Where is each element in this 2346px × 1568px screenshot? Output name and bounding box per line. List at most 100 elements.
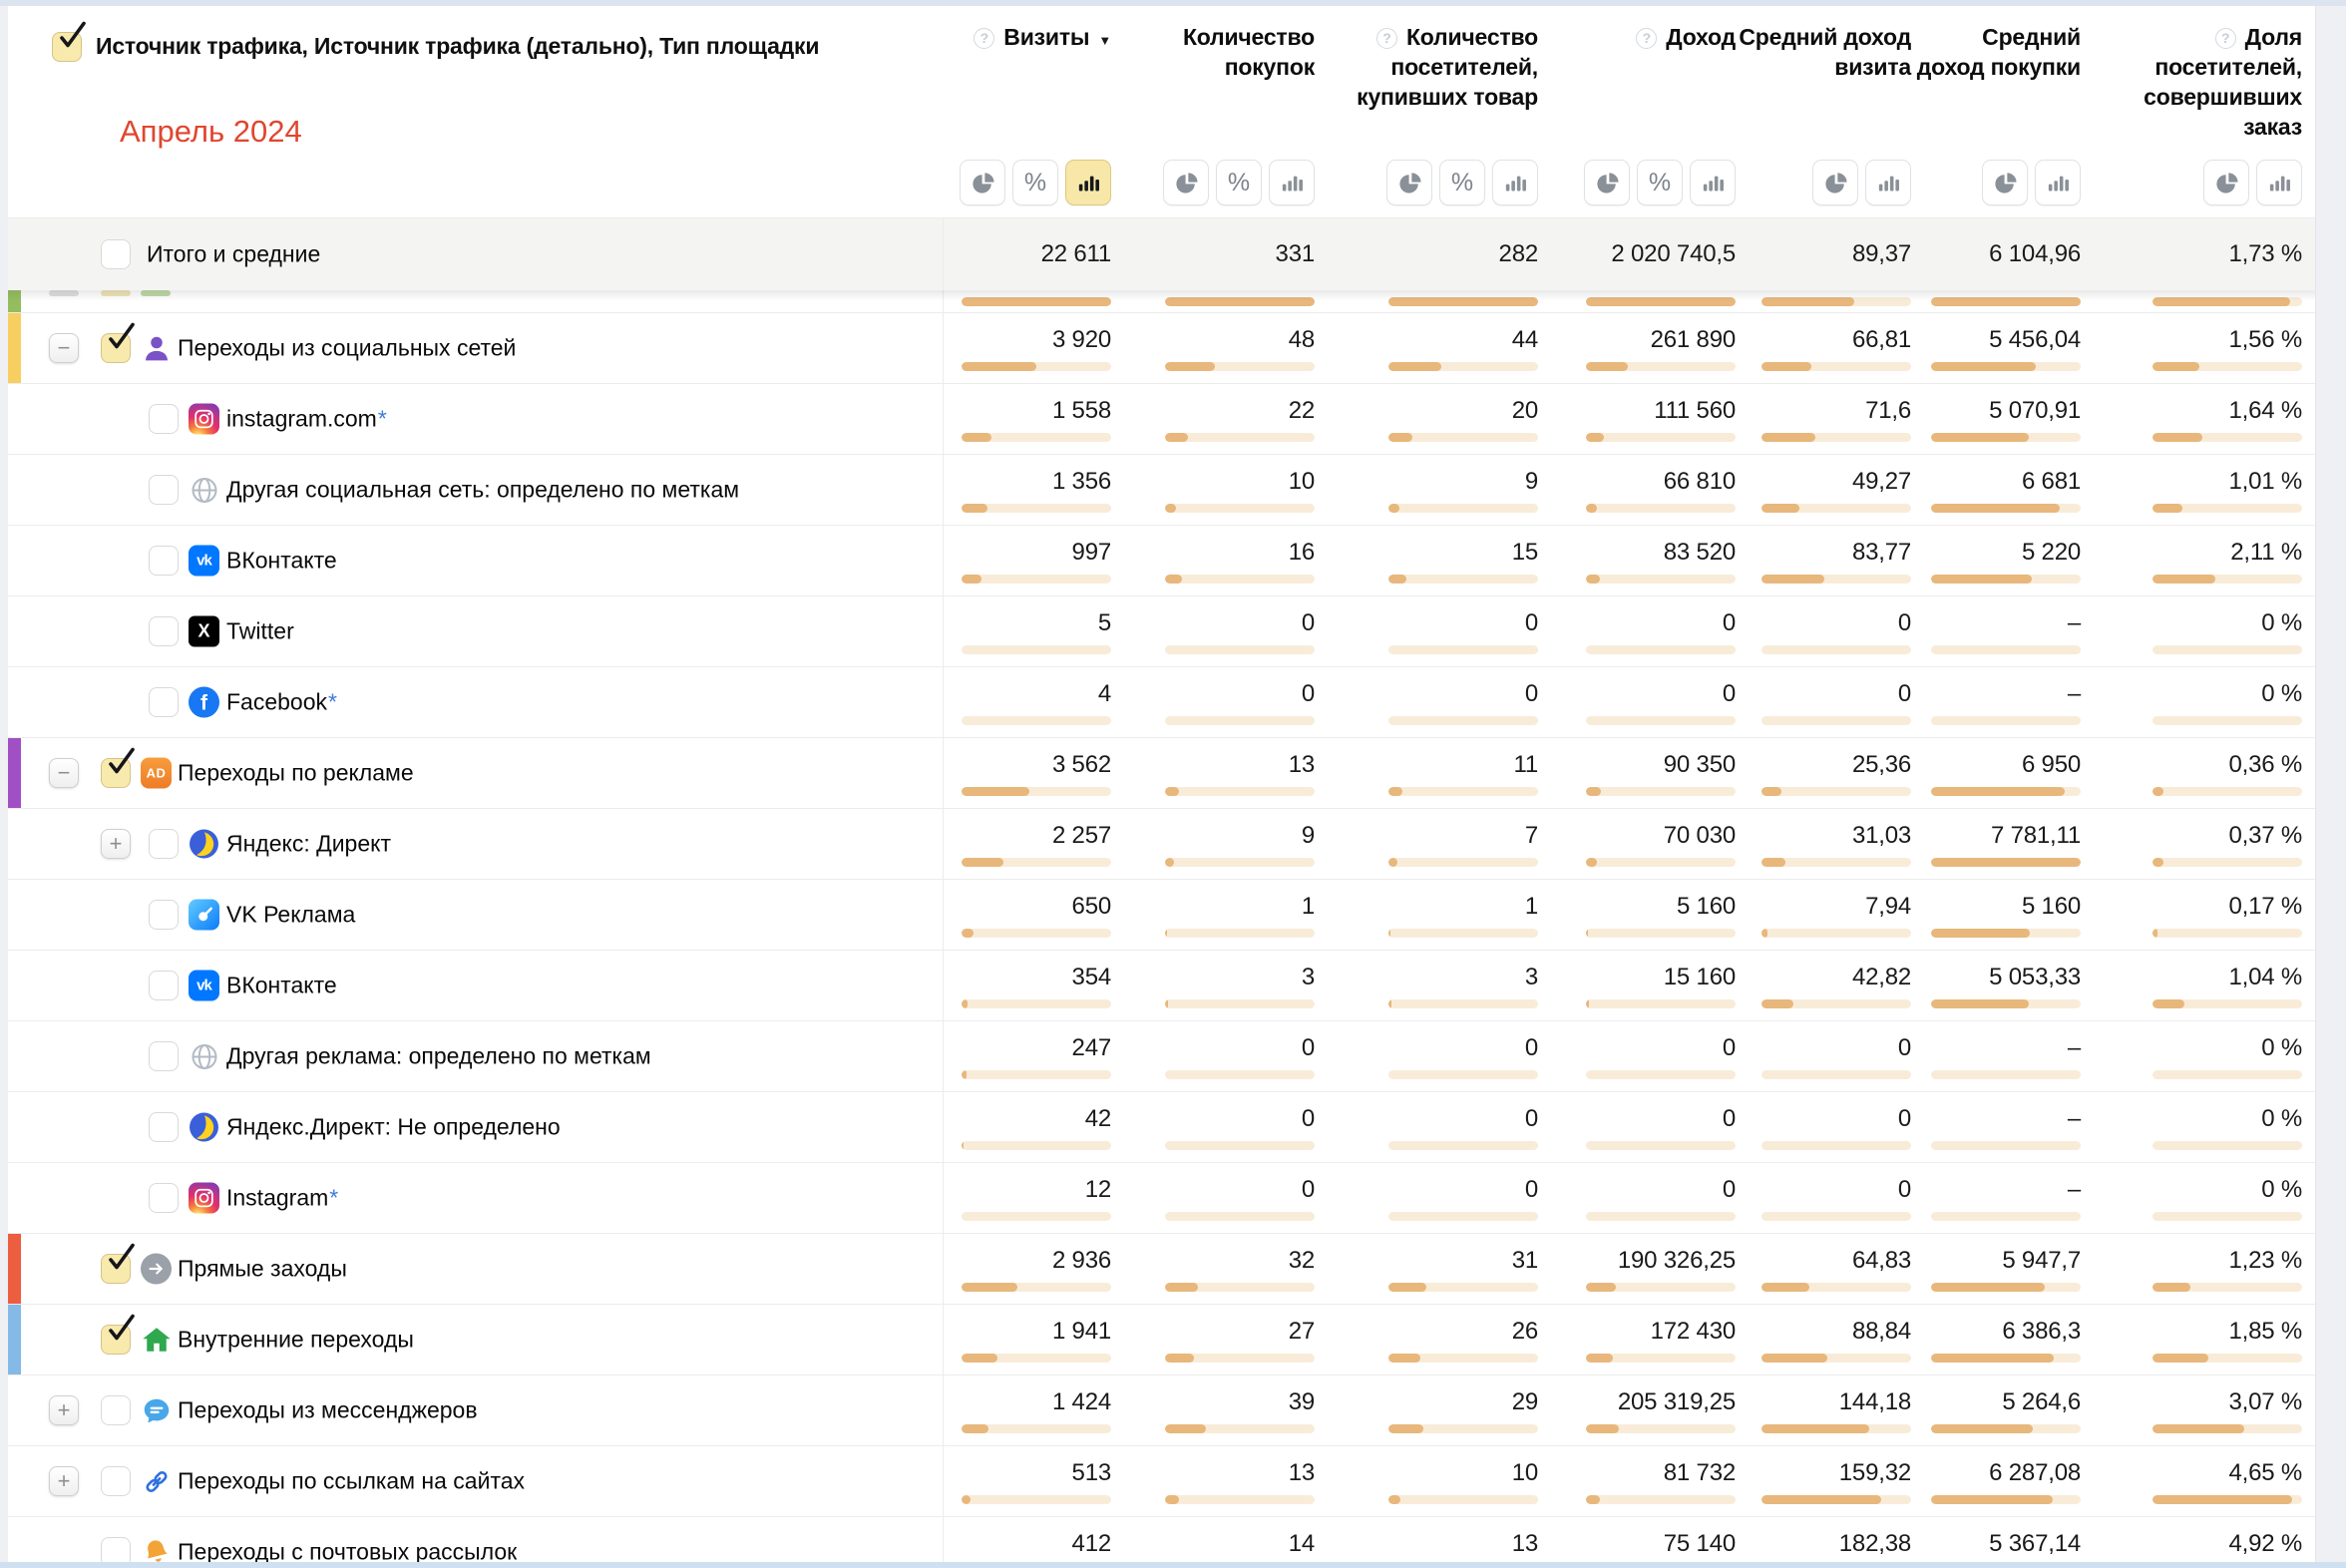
metric-value: –	[2067, 680, 2081, 707]
bars-view-button[interactable]	[2256, 160, 2302, 205]
bars-view-button[interactable]	[1065, 160, 1111, 205]
row-checkbox[interactable]	[149, 616, 179, 646]
row-checkbox[interactable]	[101, 747, 135, 788]
checkmark-icon	[109, 747, 135, 774]
metric-bar	[1586, 1070, 1736, 1079]
metric-bar	[1586, 433, 1736, 442]
bars-view-button[interactable]	[1269, 160, 1315, 205]
group-color-stripe	[8, 313, 21, 383]
row-label-area: + Переходы из мессенджеров	[8, 1375, 944, 1445]
column-title[interactable]: Доход	[1666, 24, 1736, 50]
bars-view-button[interactable]	[1690, 160, 1736, 205]
expand-button[interactable]: +	[49, 1395, 79, 1425]
help-icon[interactable]: ?	[1636, 27, 1658, 49]
row-checkbox[interactable]	[149, 829, 179, 859]
percent-view-button[interactable]: %	[1216, 160, 1262, 205]
column-title[interactable]: Средний доход покупки	[1916, 24, 2081, 80]
column-header-2: Количество покупок%	[1111, 6, 1315, 217]
percent-view-button[interactable]: %	[1012, 160, 1058, 205]
metric-bar	[1761, 858, 1911, 867]
table-row-yandex-direct-undefined: Яндекс.Директ: Не определено 42 0 0 0 0 – 0 %	[8, 1092, 2315, 1163]
metric-bar	[2152, 504, 2302, 513]
expand-button[interactable]: +	[49, 1466, 79, 1496]
column-title[interactable]: Доля посетителей, совершивших заказ	[2144, 24, 2302, 140]
collapse-button[interactable]: −	[49, 758, 79, 788]
metric-bar	[962, 1283, 1111, 1292]
row-checkbox[interactable]	[101, 322, 135, 363]
row-checkbox[interactable]	[149, 1112, 179, 1142]
metric-value: 2 257	[1051, 822, 1111, 849]
metric-bar-fill	[1931, 929, 2030, 938]
metric-cell: 5 456,04	[1911, 313, 2081, 383]
row-checkbox[interactable]	[149, 687, 179, 717]
metric-bar	[1931, 575, 2081, 584]
pie-view-button[interactable]	[1982, 160, 2028, 205]
messenger-icon	[141, 1395, 172, 1426]
row-checkbox[interactable]	[149, 900, 179, 930]
metric-bar	[1761, 929, 1911, 938]
row-checkbox[interactable]	[149, 475, 179, 505]
column-title[interactable]: Количество посетителей, купивших товар	[1357, 24, 1538, 110]
metric-bar-fill	[1761, 575, 1824, 584]
row-checkbox[interactable]	[101, 1537, 131, 1562]
metric-bar-fill	[2152, 1424, 2244, 1433]
metric-value: 31,03	[1851, 822, 1911, 849]
totals-checkbox[interactable]	[101, 239, 131, 269]
row-checkbox[interactable]	[149, 971, 179, 1000]
pie-view-button[interactable]	[1386, 160, 1432, 205]
row-checkbox[interactable]	[101, 1243, 135, 1284]
metric-cell: 16	[1111, 526, 1315, 595]
column-title[interactable]: Средний доход визита	[1739, 24, 1911, 80]
metric-bar-fill	[1931, 1495, 2053, 1504]
row-checkbox[interactable]	[149, 404, 179, 434]
select-all-checkbox[interactable]	[52, 21, 86, 62]
metric-bar-fill	[2152, 1354, 2208, 1363]
row-checkbox[interactable]	[101, 1466, 131, 1496]
metric-bar	[1931, 645, 2081, 654]
metric-cell: 0	[1736, 596, 1911, 666]
metric-bar-fill	[1931, 999, 2029, 1008]
pie-view-button[interactable]	[960, 160, 1005, 205]
percent-view-button[interactable]: %	[1439, 160, 1485, 205]
pie-view-button[interactable]	[2203, 160, 2249, 205]
metric-bar	[1165, 1070, 1315, 1079]
column-title[interactable]: Визиты	[1003, 24, 1090, 50]
metric-value: 0,17 %	[2228, 893, 2302, 920]
metric-bar	[962, 999, 1111, 1008]
help-icon[interactable]: ?	[2214, 27, 2236, 49]
pie-view-button[interactable]	[1812, 160, 1858, 205]
metric-value: 1,85 %	[2228, 1318, 2302, 1345]
footnote-asterisk: *	[377, 405, 387, 432]
metric-bar-fill	[962, 929, 974, 938]
row-checkbox[interactable]	[101, 1395, 131, 1425]
collapse-button[interactable]: −	[49, 333, 79, 363]
column-title[interactable]: Количество покупок	[1182, 24, 1315, 80]
bars-view-button[interactable]	[1865, 160, 1911, 205]
metric-value: 4,65 %	[2228, 1459, 2302, 1486]
metric-bar	[1761, 1495, 1911, 1504]
expand-button[interactable]: +	[101, 829, 131, 859]
pie-view-button[interactable]	[1584, 160, 1630, 205]
metric-cell	[1911, 290, 2081, 312]
metric-cell: 1,85 %	[2081, 1305, 2302, 1374]
metric-bar-fill	[1761, 362, 1811, 371]
help-icon[interactable]: ?	[974, 27, 995, 49]
instagram-icon	[189, 403, 219, 435]
bars-view-button[interactable]	[2035, 160, 2081, 205]
metric-cell: 3	[1315, 951, 1538, 1020]
metric-value: 6 386,3	[2002, 1318, 2081, 1345]
metric-cell: 6 386,3	[1911, 1305, 2081, 1374]
pie-view-button[interactable]	[1163, 160, 1209, 205]
view-toggles: %	[1538, 160, 1736, 205]
metric-cell: 66,81	[1736, 313, 1911, 383]
row-checkbox[interactable]	[101, 1314, 135, 1355]
row-checkbox[interactable]	[149, 1041, 179, 1071]
metric-bar	[962, 1354, 1111, 1363]
table-row-instagram-ads: Instagram* 12 0 0 0 0 – 0 %	[8, 1163, 2315, 1234]
percent-view-button[interactable]: %	[1637, 160, 1683, 205]
bars-view-button[interactable]	[1492, 160, 1538, 205]
row-checkbox[interactable]	[149, 546, 179, 576]
help-icon[interactable]: ?	[1375, 27, 1397, 49]
row-checkbox[interactable]	[149, 1183, 179, 1213]
checkmark-icon	[109, 322, 135, 349]
